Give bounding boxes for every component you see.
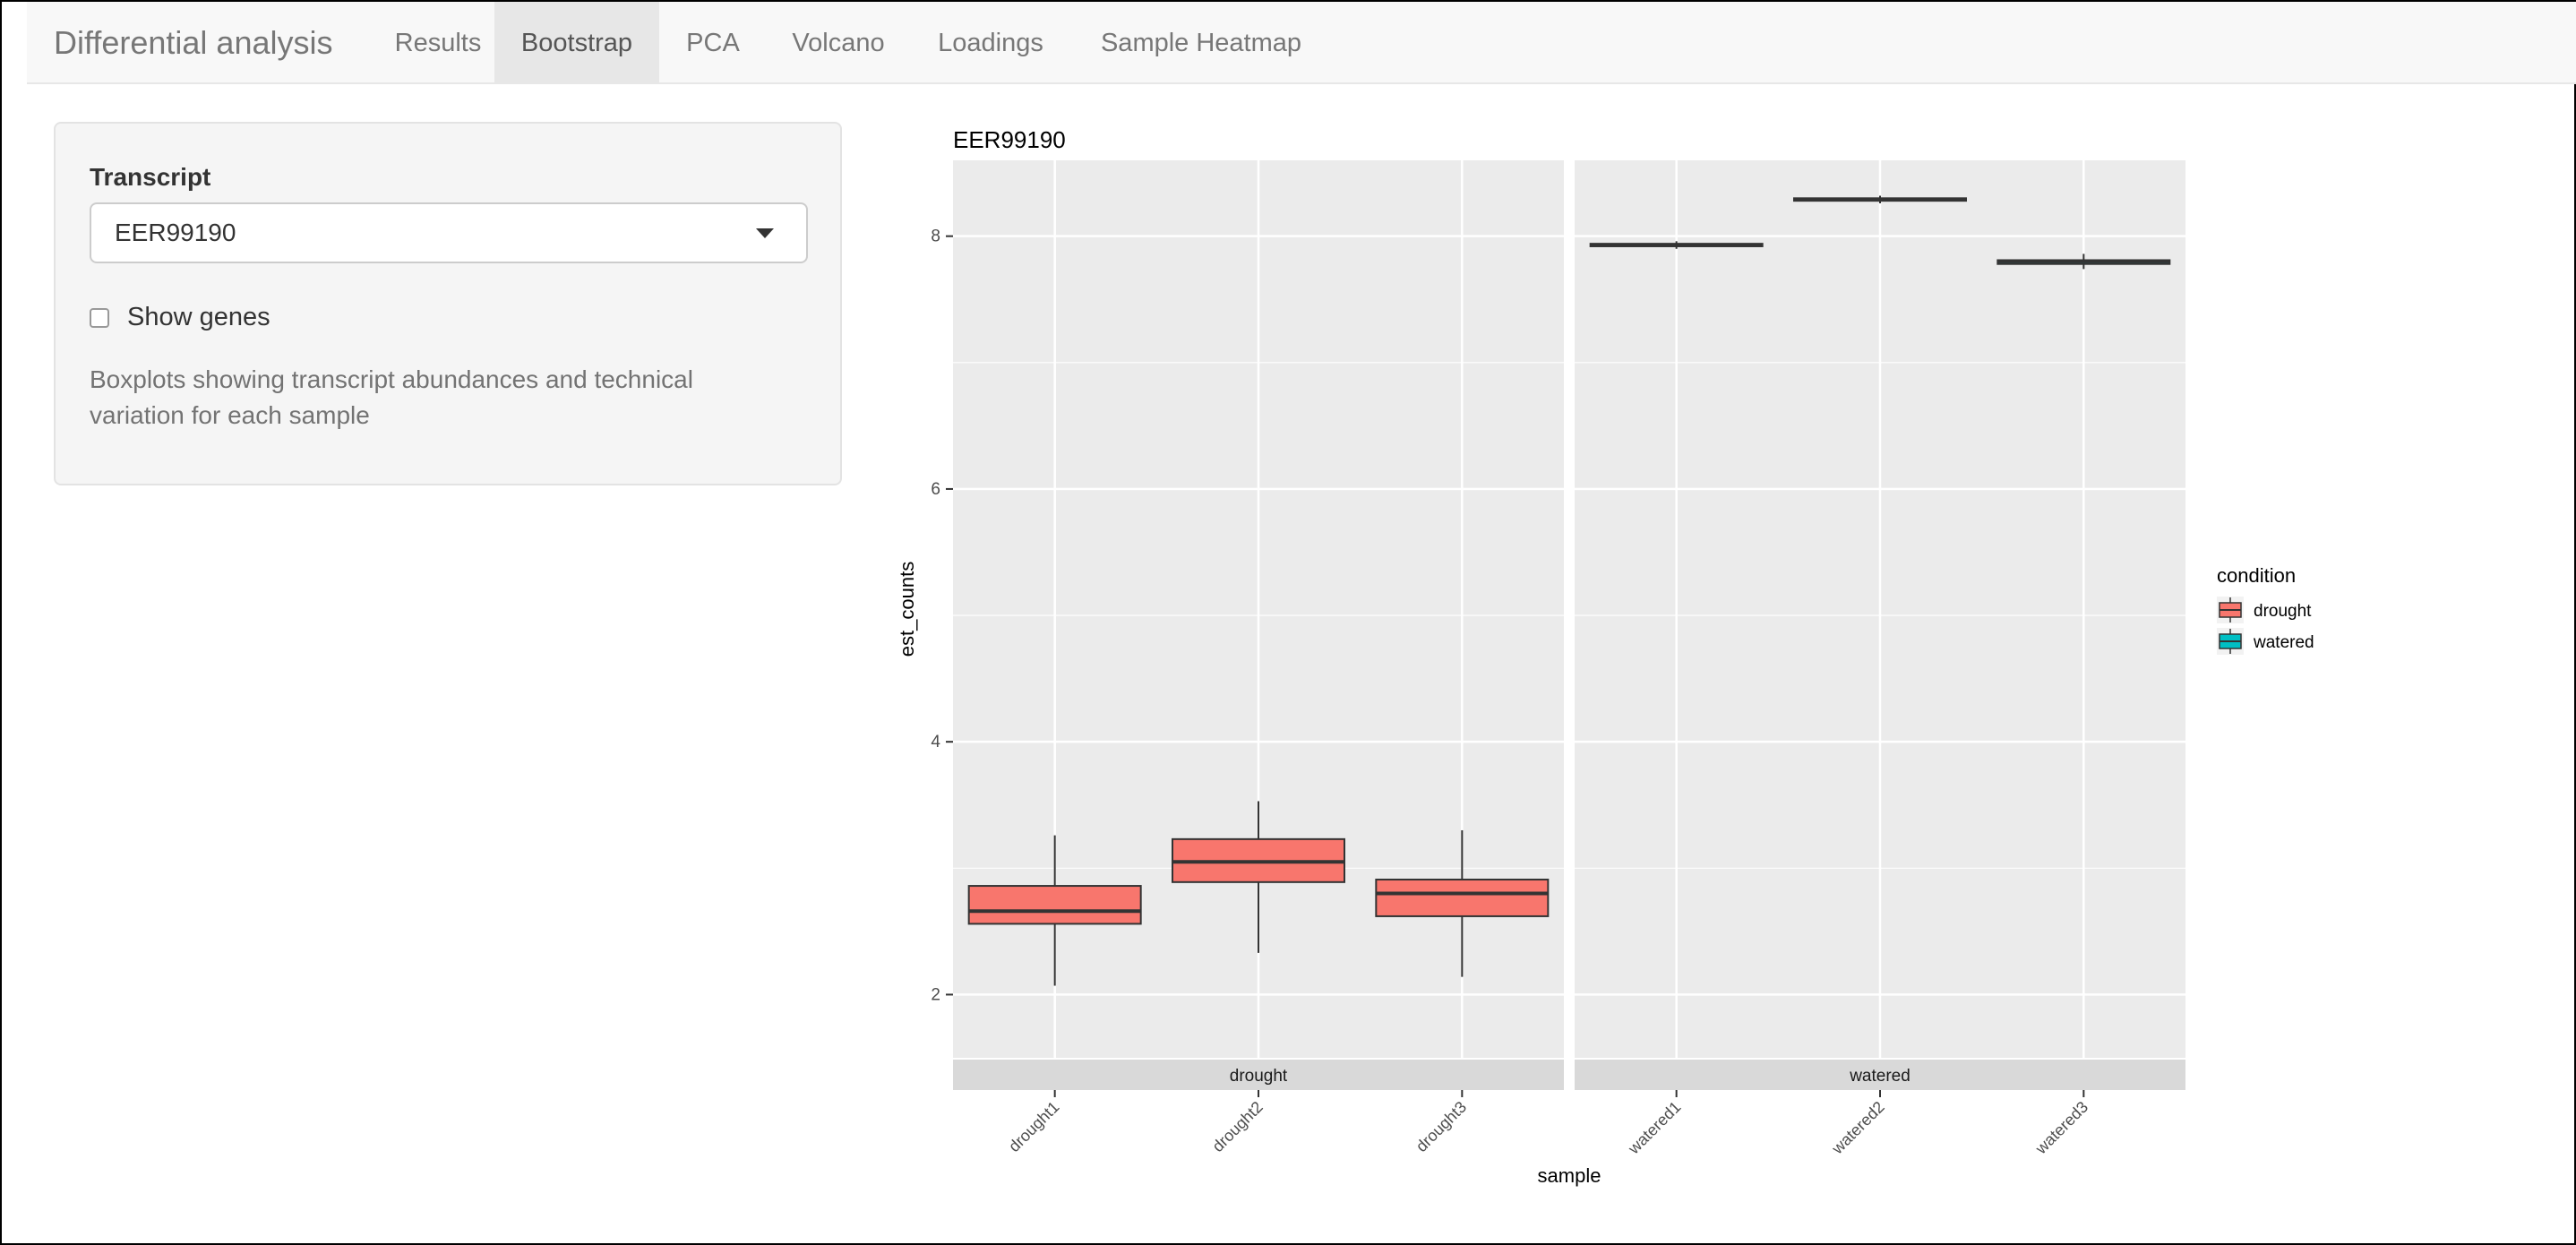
help-text: Boxplots showing transcript abundances a…: [90, 365, 693, 429]
x-axis-label: sample: [1538, 1164, 1601, 1187]
tab-loadings[interactable]: Loadings: [938, 29, 1043, 57]
y-tick-label: 8: [931, 228, 940, 246]
facet-strip-label-watered: watered: [1849, 1067, 1911, 1086]
app-title: Differential analysis: [54, 24, 333, 61]
x-tick-label-drought2: drought2: [1208, 1098, 1266, 1155]
y-axis-label: est_counts: [896, 562, 918, 657]
legend-label-drought: drought: [2254, 602, 2312, 621]
transcript-selected-value: EER99190: [115, 219, 236, 246]
tab-bootstrap[interactable]: Bootstrap: [494, 2, 659, 84]
y-tick-label: 6: [931, 480, 940, 499]
legend-title: condition: [2217, 564, 2296, 587]
x-tick-label-drought3: drought3: [1413, 1098, 1470, 1155]
box-drought3: [1375, 879, 1550, 917]
x-tick-label-drought1: drought1: [1005, 1098, 1062, 1155]
navbar: Differential analysis Results Bootstrap …: [27, 2, 2576, 84]
tab-results[interactable]: Results: [394, 29, 482, 57]
chart-title: EER99190: [953, 126, 1066, 153]
chevron-down-icon: [756, 228, 774, 238]
sidebar-panel: Transcript EER99190 Show genes Boxplots …: [54, 122, 842, 485]
facet-strip-drought: [953, 1060, 1564, 1090]
y-tick-label: 4: [931, 733, 940, 751]
x-tick-label-watered3: watered3: [2031, 1098, 2091, 1158]
transcript-label: Transcript: [90, 163, 211, 191]
legend-label-watered: watered: [2253, 633, 2314, 652]
transcript-select[interactable]: EER99190: [90, 202, 808, 263]
y-tick-label: 2: [931, 985, 940, 1004]
tab-pca[interactable]: PCA: [686, 29, 740, 57]
facet-strip-watered: [1575, 1060, 2185, 1090]
facet-strip-label-drought: drought: [1230, 1067, 1288, 1086]
show-genes-label[interactable]: Show genes: [127, 303, 270, 331]
x-tick-label-watered1: watered1: [1624, 1098, 1684, 1158]
show-genes-checkbox[interactable]: [90, 308, 109, 328]
tab-volcano[interactable]: Volcano: [792, 29, 885, 57]
tab-sample-heatmap[interactable]: Sample Heatmap: [1100, 29, 1302, 57]
box-drought1: [967, 885, 1142, 925]
x-tick-label-watered2: watered2: [1828, 1098, 1888, 1158]
